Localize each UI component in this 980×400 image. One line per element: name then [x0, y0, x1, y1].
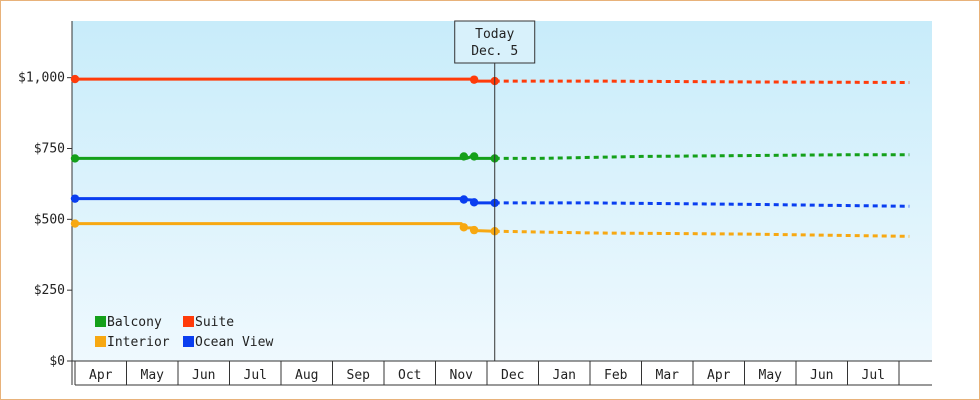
legend-swatch-0 [95, 316, 106, 327]
x-month-label-5: Sep [347, 368, 371, 383]
y-tick-label-0: $0 [49, 354, 65, 369]
x-month-label-1: May [141, 368, 165, 383]
y-tick-label-2: $500 [34, 212, 65, 227]
series-forecast-line-0 [494, 153, 910, 160]
series-history-line-2 [75, 222, 495, 233]
series-forecast-line-3 [494, 201, 910, 208]
legend-swatch-1 [183, 316, 194, 327]
x-month-label-10: Feb [604, 368, 628, 383]
series-point-3-1 [459, 195, 469, 204]
x-month-label-6: Oct [398, 368, 421, 383]
series-point-3-0 [70, 194, 80, 203]
series-point-1-0 [70, 74, 80, 84]
x-month-label-4: Aug [295, 368, 318, 383]
legend-label-0: Balcony [107, 315, 162, 330]
x-month-label-2: Jun [192, 368, 215, 383]
series-point-3-2 [469, 198, 479, 207]
series-point-0-0 [70, 154, 80, 163]
series-history-line-3 [75, 197, 495, 205]
today-label-line2: Dec. 5 [471, 44, 518, 59]
x-month-label-0: Apr [89, 368, 113, 383]
series-point-1-1 [469, 75, 479, 84]
legend-swatch-3 [183, 336, 194, 347]
legend-label-3: Ocean View [195, 335, 273, 350]
x-month-label-12: Apr [707, 368, 731, 383]
y-tick-label-3: $750 [34, 142, 65, 157]
series-point-2-1 [459, 223, 469, 232]
y-tick-label-1: $250 [34, 283, 65, 298]
x-month-label-7: Nov [450, 368, 474, 383]
today-label-line1: Today [475, 27, 514, 42]
series-forecast-line-2 [494, 229, 910, 238]
legend-label-1: Suite [195, 315, 234, 330]
series-point-0-1 [459, 152, 469, 161]
x-month-label-14: Jun [810, 368, 833, 383]
today-label-box [454, 20, 536, 64]
x-month-label-13: May [759, 368, 783, 383]
series-point-2-0 [70, 219, 80, 228]
x-month-label-3: Jul [244, 368, 267, 383]
series-point-0-2 [469, 152, 479, 161]
x-month-label-9: Jan [553, 368, 576, 383]
series-forecast-line-1 [494, 79, 910, 84]
x-month-label-11: Mar [656, 368, 680, 383]
x-month-label-15: Jul [862, 368, 885, 383]
legend-swatch-2 [95, 336, 106, 347]
plot-background [72, 21, 932, 361]
legend-label-2: Interior [107, 335, 170, 350]
series-point-2-2 [469, 225, 479, 235]
y-tick-label-4: $1,000 [18, 71, 65, 86]
x-month-label-8: Dec [501, 368, 524, 383]
